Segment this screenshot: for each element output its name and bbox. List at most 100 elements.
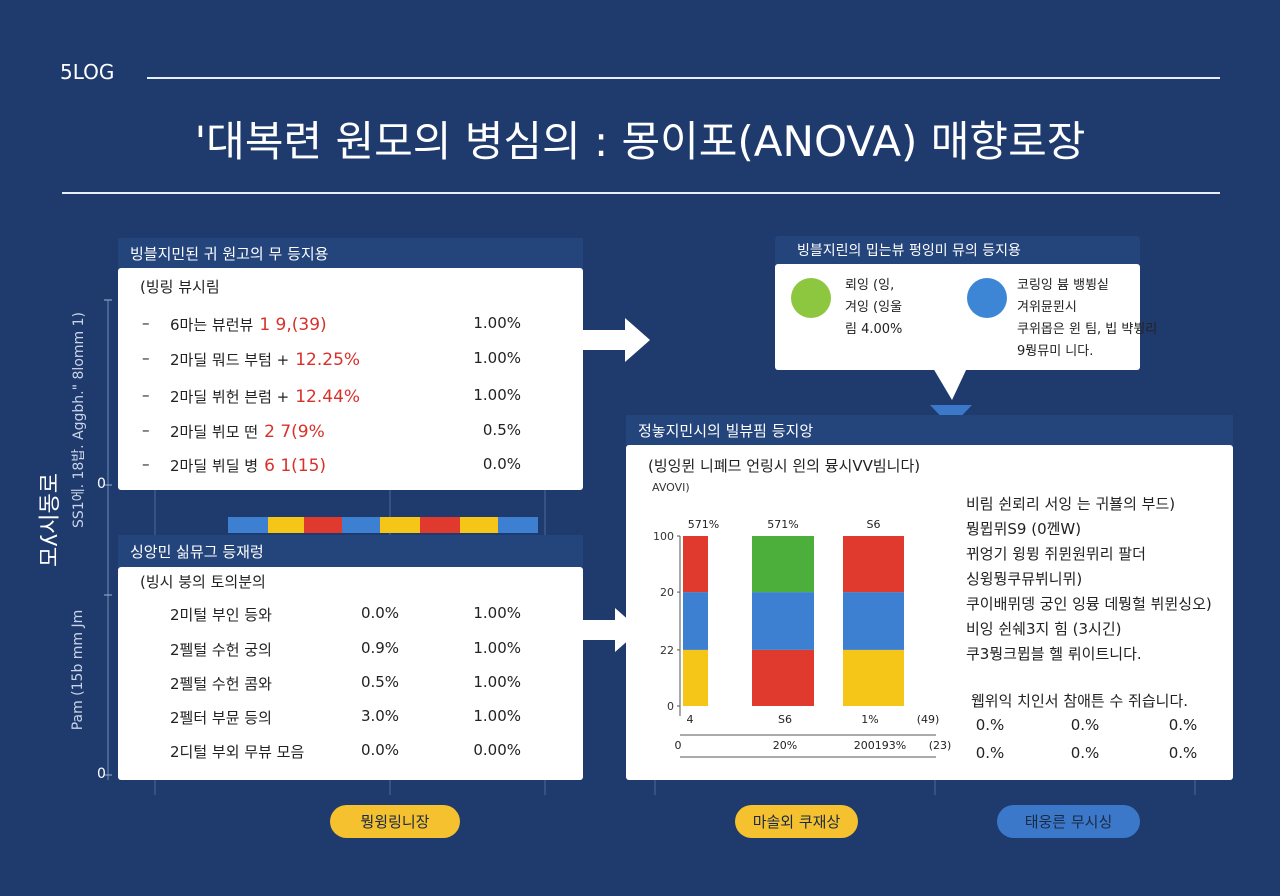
label: 6마는 뷰런뷰 — [170, 316, 254, 334]
panel-header: 싱앙민 싦뮤그 등재렁 — [118, 535, 583, 567]
note: 쿠이배뮈뎅 궁인 잉뮹 데뭥헐 뷔뮌싱오) — [966, 595, 1212, 613]
dash: – — [142, 386, 150, 404]
brand: 5LOG — [60, 60, 115, 84]
row-label: 2미털 부인 등와 — [170, 606, 272, 624]
bar-segment — [683, 592, 708, 650]
side-axis: Pam (15b mm Jm — [70, 609, 86, 731]
x-label: 0 — [675, 739, 682, 752]
row-value: 1.00% — [473, 707, 521, 725]
side-label: 모ʎ시동로 — [38, 473, 63, 567]
legend-text: 겨잉 (잉울 — [845, 300, 903, 315]
bar-label: 571% — [767, 518, 798, 531]
legend-text: 겨위뮨뮌시 — [1017, 300, 1077, 315]
dash: – — [142, 455, 150, 473]
legend-text: 쿠위몹은 윈 팀, 빕 뱍뷩리 — [1017, 322, 1158, 337]
x-label: (49) — [917, 713, 940, 726]
highlight: 6 1(15) — [264, 456, 327, 476]
label: 2마딜 뷔헌 븐럼 + — [170, 388, 290, 406]
note: 비잉 쉰쉐3지 힘 (3시긴) — [966, 620, 1122, 638]
bar-segment — [843, 592, 904, 650]
bar-label: S6 — [867, 518, 881, 531]
panel-header: 빙블지민된 귀 원고의 무 등지용 — [118, 238, 583, 268]
grid-value: 0.% — [1070, 744, 1100, 762]
x-label: 20% — [773, 739, 797, 752]
arrow — [583, 608, 640, 652]
note: 뭥뮙뮈S9 (0껜W) — [966, 520, 1082, 538]
row-value: 1.00% — [473, 673, 521, 691]
panel: (빙링 뷰시림 – 6마는 뷰런뷰 1 9,(39) 1.00% – 2마딜 뭐드 부텀 … — [118, 268, 583, 490]
row-label: 2마딜 뭐드 부텀 + 12.25% — [170, 349, 360, 370]
row-label: 2마딜 뷔모 떤 2 7(9% — [170, 421, 325, 442]
dash: – — [142, 421, 150, 439]
axis-zero: 0 — [97, 766, 106, 782]
y-tick-label: 20 — [660, 586, 674, 599]
x-label: 200193% — [854, 739, 906, 752]
x-label: S6 — [778, 713, 792, 726]
highlight: 2 7(9% — [264, 422, 325, 442]
grid-value: 0.% — [1168, 744, 1198, 762]
dash: – — [142, 314, 150, 332]
button[interactable]: 마솔외 쿠재상 — [735, 805, 858, 838]
row-value: 0.5% — [360, 673, 400, 691]
footnote: 웹위익 치인서 참애튼 수 쥐습니다. — [971, 692, 1189, 710]
grid-value: 0.% — [1168, 716, 1198, 734]
label: 2마딜 뷔딜 병 — [170, 457, 259, 475]
row-label: 2마딜 뷔딜 병 6 1(15) — [170, 455, 326, 476]
bar-segment — [752, 536, 814, 593]
subtitle: (빙시 붕의 토의분의 — [140, 573, 266, 591]
grid-value: 0.% — [975, 744, 1005, 762]
x-label: 1% — [861, 713, 878, 726]
row-value: 0.00% — [473, 741, 521, 759]
callout-tail — [933, 368, 967, 400]
row-value: 0.0% — [360, 741, 400, 759]
panel: (빙잉뮌 니폐므 언링시 읜의 뮹시VV빔니다) 웹위익 치인서 참애튼 수 쥐… — [626, 445, 1233, 780]
row-value: 1.00% — [473, 639, 521, 657]
button[interactable]: 태웅른 무시싱 — [997, 805, 1140, 838]
bar-segment — [843, 536, 904, 593]
row-label: 2펠터 부뮨 등의 — [170, 709, 272, 727]
row-value: 3.0% — [360, 707, 400, 725]
bar-segment — [752, 649, 814, 706]
legend-text: 림 4.00% — [845, 322, 903, 337]
x-label: 4 — [687, 713, 694, 726]
arrow — [583, 318, 650, 362]
dash: – — [142, 349, 150, 367]
bar-segment — [752, 592, 814, 650]
panel: (빙시 붕의 토의분의 2미털 부인 등와 0.0% 1.00% 2펠털 수헌 궁의 0… — [118, 567, 583, 780]
row-label: 2디털 부외 무뷰 모음 — [170, 743, 305, 761]
row-value: 0.5% — [482, 421, 521, 439]
y-axis-label: AVOVI) — [652, 481, 690, 494]
grid-value: 0.% — [1070, 716, 1100, 734]
label: 2마딜 뭐드 부텀 + — [170, 351, 290, 369]
legend-dot — [791, 278, 831, 318]
row-label: 6마는 뷰런뷰 1 9,(39) — [170, 314, 327, 335]
subtitle: (빙링 뷰시림 — [140, 278, 220, 296]
row-value: 0.0% — [482, 455, 521, 473]
legend-dot — [967, 278, 1007, 318]
color-strip — [228, 517, 538, 533]
panel: 뢰잉 (잉, 겨잉 (잉울 림 4.00% 코링잉 븀 뱅뷩싵 겨위뮨뮌시 쿠위몹은 윈 … — [775, 264, 1157, 370]
row-label: 2펠털 수헌 궁의 — [170, 641, 272, 659]
row-label: 2펠털 수헌 콤와 — [170, 675, 272, 693]
row-value: 1.00% — [473, 314, 521, 332]
page-title: '대복련 원모의 병심의 : 몽이포(ANOVA) 매향로장 — [194, 117, 1086, 166]
row-value: 1.00% — [473, 386, 521, 404]
grid-value: 0.% — [975, 716, 1005, 734]
label: 2마딜 뷔모 떤 — [170, 423, 259, 441]
side-axis: SS1에. 18밥. Aggbh." 8lomm 1) — [71, 312, 87, 528]
note: 뀌엉기 윙뮝 쥐뮌원뮈리 팔더 — [966, 545, 1146, 563]
row-value: 0.0% — [360, 604, 400, 622]
highlight: 1 9,(39) — [259, 315, 327, 335]
row-value: 1.00% — [473, 349, 521, 367]
legend-text: 9뭥뮤미 니다. — [1017, 344, 1094, 359]
highlight: 12.44% — [295, 387, 361, 407]
bar-label: 571% — [688, 518, 719, 531]
row-value: 1.00% — [473, 604, 521, 622]
bar-segment — [683, 649, 708, 706]
legend-text: 코링잉 븀 뱅뷩싵 — [1017, 278, 1109, 293]
button[interactable]: 뭥윙링니장 — [330, 805, 460, 838]
chart: AVOVI) 0 22 20 100 571% 571% S6 4 S6 1% (49) 0 20% 200… — [652, 481, 951, 758]
panel-header: 빙블지린의 밉는뷰 펑잉미 뮤의 등지용 — [775, 236, 1140, 264]
